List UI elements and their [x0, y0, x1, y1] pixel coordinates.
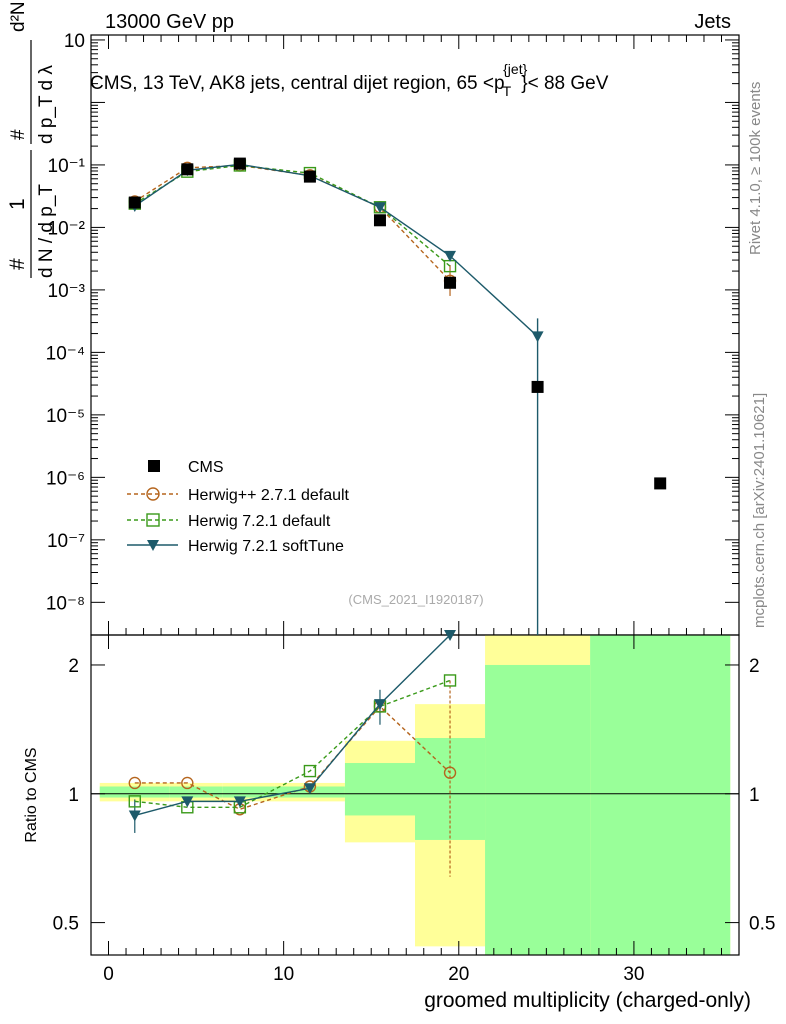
plot-title-end: }< 88 GeV: [521, 73, 608, 94]
ratio-ticks: 2 2 1 1 0.5 0.5 0 10 20 30: [53, 635, 775, 985]
cms-main-point: [303, 170, 316, 183]
ratio-band-green: [344, 763, 415, 816]
plot-title-sup: {jet}: [503, 61, 527, 77]
softtune-ratio-point: [373, 699, 386, 711]
main-y-tick-label: 10⁻³: [48, 281, 86, 302]
legend-label-cms: CMS: [188, 459, 224, 476]
main-y-tick-label: 10⁻⁸: [46, 593, 85, 614]
main-ylabel-one: 1: [6, 198, 29, 210]
main-ticks: 10 10⁻¹ 10⁻² 10⁻³ 10⁻⁴ 10⁻⁵ 10⁻⁶ 10⁻⁷ 10⁻⁸: [46, 31, 740, 635]
ratio-y-tick-label-right: 2: [749, 656, 760, 677]
legend: CMS Herwig++ 2.7.1 default Herwig 7.2.1 …: [127, 459, 350, 555]
main-y-tick-label: 10⁻⁵: [46, 406, 85, 427]
herwigpp-ratio-line: [134, 705, 451, 811]
main-ylabel-hash-1: #: [6, 258, 29, 270]
ratio-ylabel: Ratio to CMS: [23, 747, 40, 842]
main-ylabel-hash-2: #: [8, 129, 29, 140]
ratio-y-tick-label-left: 1: [68, 785, 79, 806]
softtune-main-line: [134, 163, 539, 337]
main-ylabel-denominator: d N / d p_T: [36, 184, 57, 278]
softtune-ratio-point: [303, 783, 316, 795]
ratio-x-tick-label: 0: [103, 964, 114, 985]
ratio-band-green: [485, 664, 591, 955]
analysis-id: (CMS_2021_I1920187): [348, 592, 483, 607]
herwig721-ratio-line: [134, 679, 451, 808]
ratio-series: [128, 630, 457, 877]
main-ylabel: # 1 d N / d p_T # d p_T d λ d²N: [6, 1, 57, 278]
cms-main-point: [233, 157, 246, 170]
legend-label-softtune: Herwig 7.2.1 softTune: [188, 538, 344, 555]
legend-label-herwigpp: Herwig++ 2.7.1 default: [188, 487, 350, 504]
ratio-x-tick-label: 30: [623, 964, 644, 985]
main-y-tick-label: 10: [64, 31, 85, 52]
ratio-band-green: [99, 786, 170, 798]
softtune-ratio-point: [444, 630, 457, 641]
cms-main-point: [128, 196, 141, 209]
herwig721-main-line: [134, 164, 451, 267]
cms-main-point: [181, 163, 194, 176]
main-series: [128, 157, 667, 635]
softtune-main-point: [531, 331, 544, 343]
main-y-tick-label: 10⁻⁴: [46, 343, 85, 364]
main-ylabel-d2n: d²N: [8, 1, 29, 32]
cms-main-point: [373, 214, 386, 227]
herwig721-ratio-point: [303, 764, 317, 778]
ratio-x-tick-label: 20: [448, 964, 469, 985]
plot-title-main: CMS, 13 TeV, AK8 jets, central dijet reg…: [90, 73, 505, 94]
ratio-y-tick-label-left: 2: [68, 656, 79, 677]
legend-marker-herwigpp: [146, 487, 160, 501]
main-y-tick-label: 10⁻⁶: [46, 468, 85, 489]
herwigpp-ratio-point: [128, 776, 141, 790]
energy-label: 13000 GeV pp: [105, 11, 234, 33]
main-y-tick-label: 10⁻⁷: [47, 531, 85, 552]
plot-title-sub: T: [503, 83, 512, 99]
softtune-main-point: [444, 250, 457, 262]
cms-main-point: [531, 380, 544, 393]
xlabel: groomed multiplicity (charged-only): [424, 989, 751, 1012]
ratio-band-green: [222, 786, 275, 798]
plot-title: CMS, 13 TeV, AK8 jets, central dijet reg…: [90, 61, 609, 99]
ratio-y-tick-label-right: 1: [749, 785, 760, 806]
legend-marker-herwig721: [146, 513, 160, 527]
softtune-ratio-point: [128, 810, 141, 822]
legend-marker-softtune: [147, 540, 159, 551]
ratio-panel-frame: [90, 634, 740, 956]
legend-label-herwig721: Herwig 7.2.1 default: [188, 513, 331, 530]
herwig721-ratio-point: [128, 795, 141, 808]
softtune-main-point: [373, 202, 386, 214]
softtune-ratio-point: [233, 796, 246, 808]
ratio-band-green: [169, 786, 223, 798]
cms-main-point: [444, 276, 457, 289]
cms-main-point: [654, 477, 667, 490]
herwigpp-ratio-point: [443, 766, 457, 779]
main-y-tick-label: 10⁻²: [48, 218, 86, 239]
main-ylabel-diff: d p_T d λ: [36, 65, 57, 144]
herwigpp-ratio-point: [181, 776, 194, 790]
category-label: Jets: [694, 11, 731, 33]
softtune-ratio-line: [134, 634, 451, 817]
main-y-tick-label: 10⁻¹: [48, 156, 86, 177]
ratio-x-tick-label: 10: [273, 964, 294, 985]
ratio-y-tick-label-right: 0.5: [749, 914, 775, 935]
legend-marker-cms: [148, 460, 160, 472]
softtune-ratio-point: [181, 796, 194, 808]
ratio-bands: [91, 635, 739, 955]
ratio-band-green: [590, 635, 731, 955]
rivet-label: Rivet 4.1.0, ≥ 100k events: [747, 82, 764, 255]
mcplots-label: mcplots.cern.ch [arXiv:2401.10621]: [751, 393, 768, 628]
ratio-y-tick-label-left: 0.5: [53, 914, 79, 935]
herwig721-ratio-point: [443, 674, 457, 687]
